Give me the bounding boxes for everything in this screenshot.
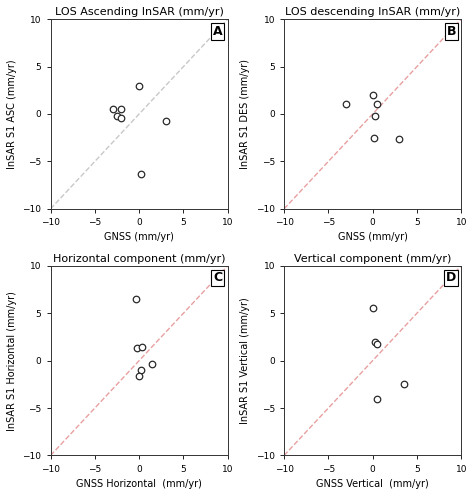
Point — [342, 101, 350, 109]
X-axis label: GNSS Horizontal  (mm/yr): GNSS Horizontal (mm/yr) — [76, 479, 202, 489]
Y-axis label: InSAR S1 DES (mm/yr): InSAR S1 DES (mm/yr) — [240, 59, 250, 169]
Point — [372, 112, 379, 120]
Point — [136, 81, 143, 89]
Point — [374, 340, 381, 348]
Point — [149, 361, 156, 369]
Text: A: A — [213, 25, 222, 38]
Point — [374, 395, 381, 403]
Title: LOS Ascending InSAR (mm/yr): LOS Ascending InSAR (mm/yr) — [55, 7, 224, 17]
Point — [400, 380, 408, 388]
Title: LOS descending InSAR (mm/yr): LOS descending InSAR (mm/yr) — [285, 7, 460, 17]
Text: D: D — [446, 271, 456, 284]
Point — [369, 91, 376, 99]
Point — [118, 105, 125, 113]
Text: B: B — [447, 25, 456, 38]
Y-axis label: InSAR S1 ASC (mm/yr): InSAR S1 ASC (mm/yr) — [7, 59, 17, 169]
Point — [136, 372, 143, 380]
Point — [137, 170, 145, 178]
Text: C: C — [213, 271, 222, 284]
Point — [137, 366, 145, 374]
Y-axis label: InSAR S1 Vertical (mm/yr): InSAR S1 Vertical (mm/yr) — [240, 297, 250, 424]
X-axis label: GNSS (mm/yr): GNSS (mm/yr) — [104, 233, 174, 243]
Point — [369, 305, 376, 312]
Point — [372, 338, 379, 346]
Point — [134, 344, 141, 352]
Point — [133, 295, 140, 303]
Y-axis label: InSAR S1 Horizontal (mm/yr): InSAR S1 Horizontal (mm/yr) — [7, 291, 17, 431]
Point — [118, 114, 125, 122]
Point — [109, 105, 116, 113]
Point — [371, 134, 378, 142]
Title: Horizontal component (mm/yr): Horizontal component (mm/yr) — [53, 253, 226, 263]
Point — [138, 343, 146, 351]
Point — [374, 100, 381, 108]
Point — [162, 117, 170, 124]
Point — [395, 135, 403, 143]
X-axis label: GNSS Vertical  (mm/yr): GNSS Vertical (mm/yr) — [316, 479, 429, 489]
X-axis label: GNSS (mm/yr): GNSS (mm/yr) — [338, 233, 408, 243]
Point — [113, 112, 121, 120]
Title: Vertical component (mm/yr): Vertical component (mm/yr) — [294, 253, 451, 263]
